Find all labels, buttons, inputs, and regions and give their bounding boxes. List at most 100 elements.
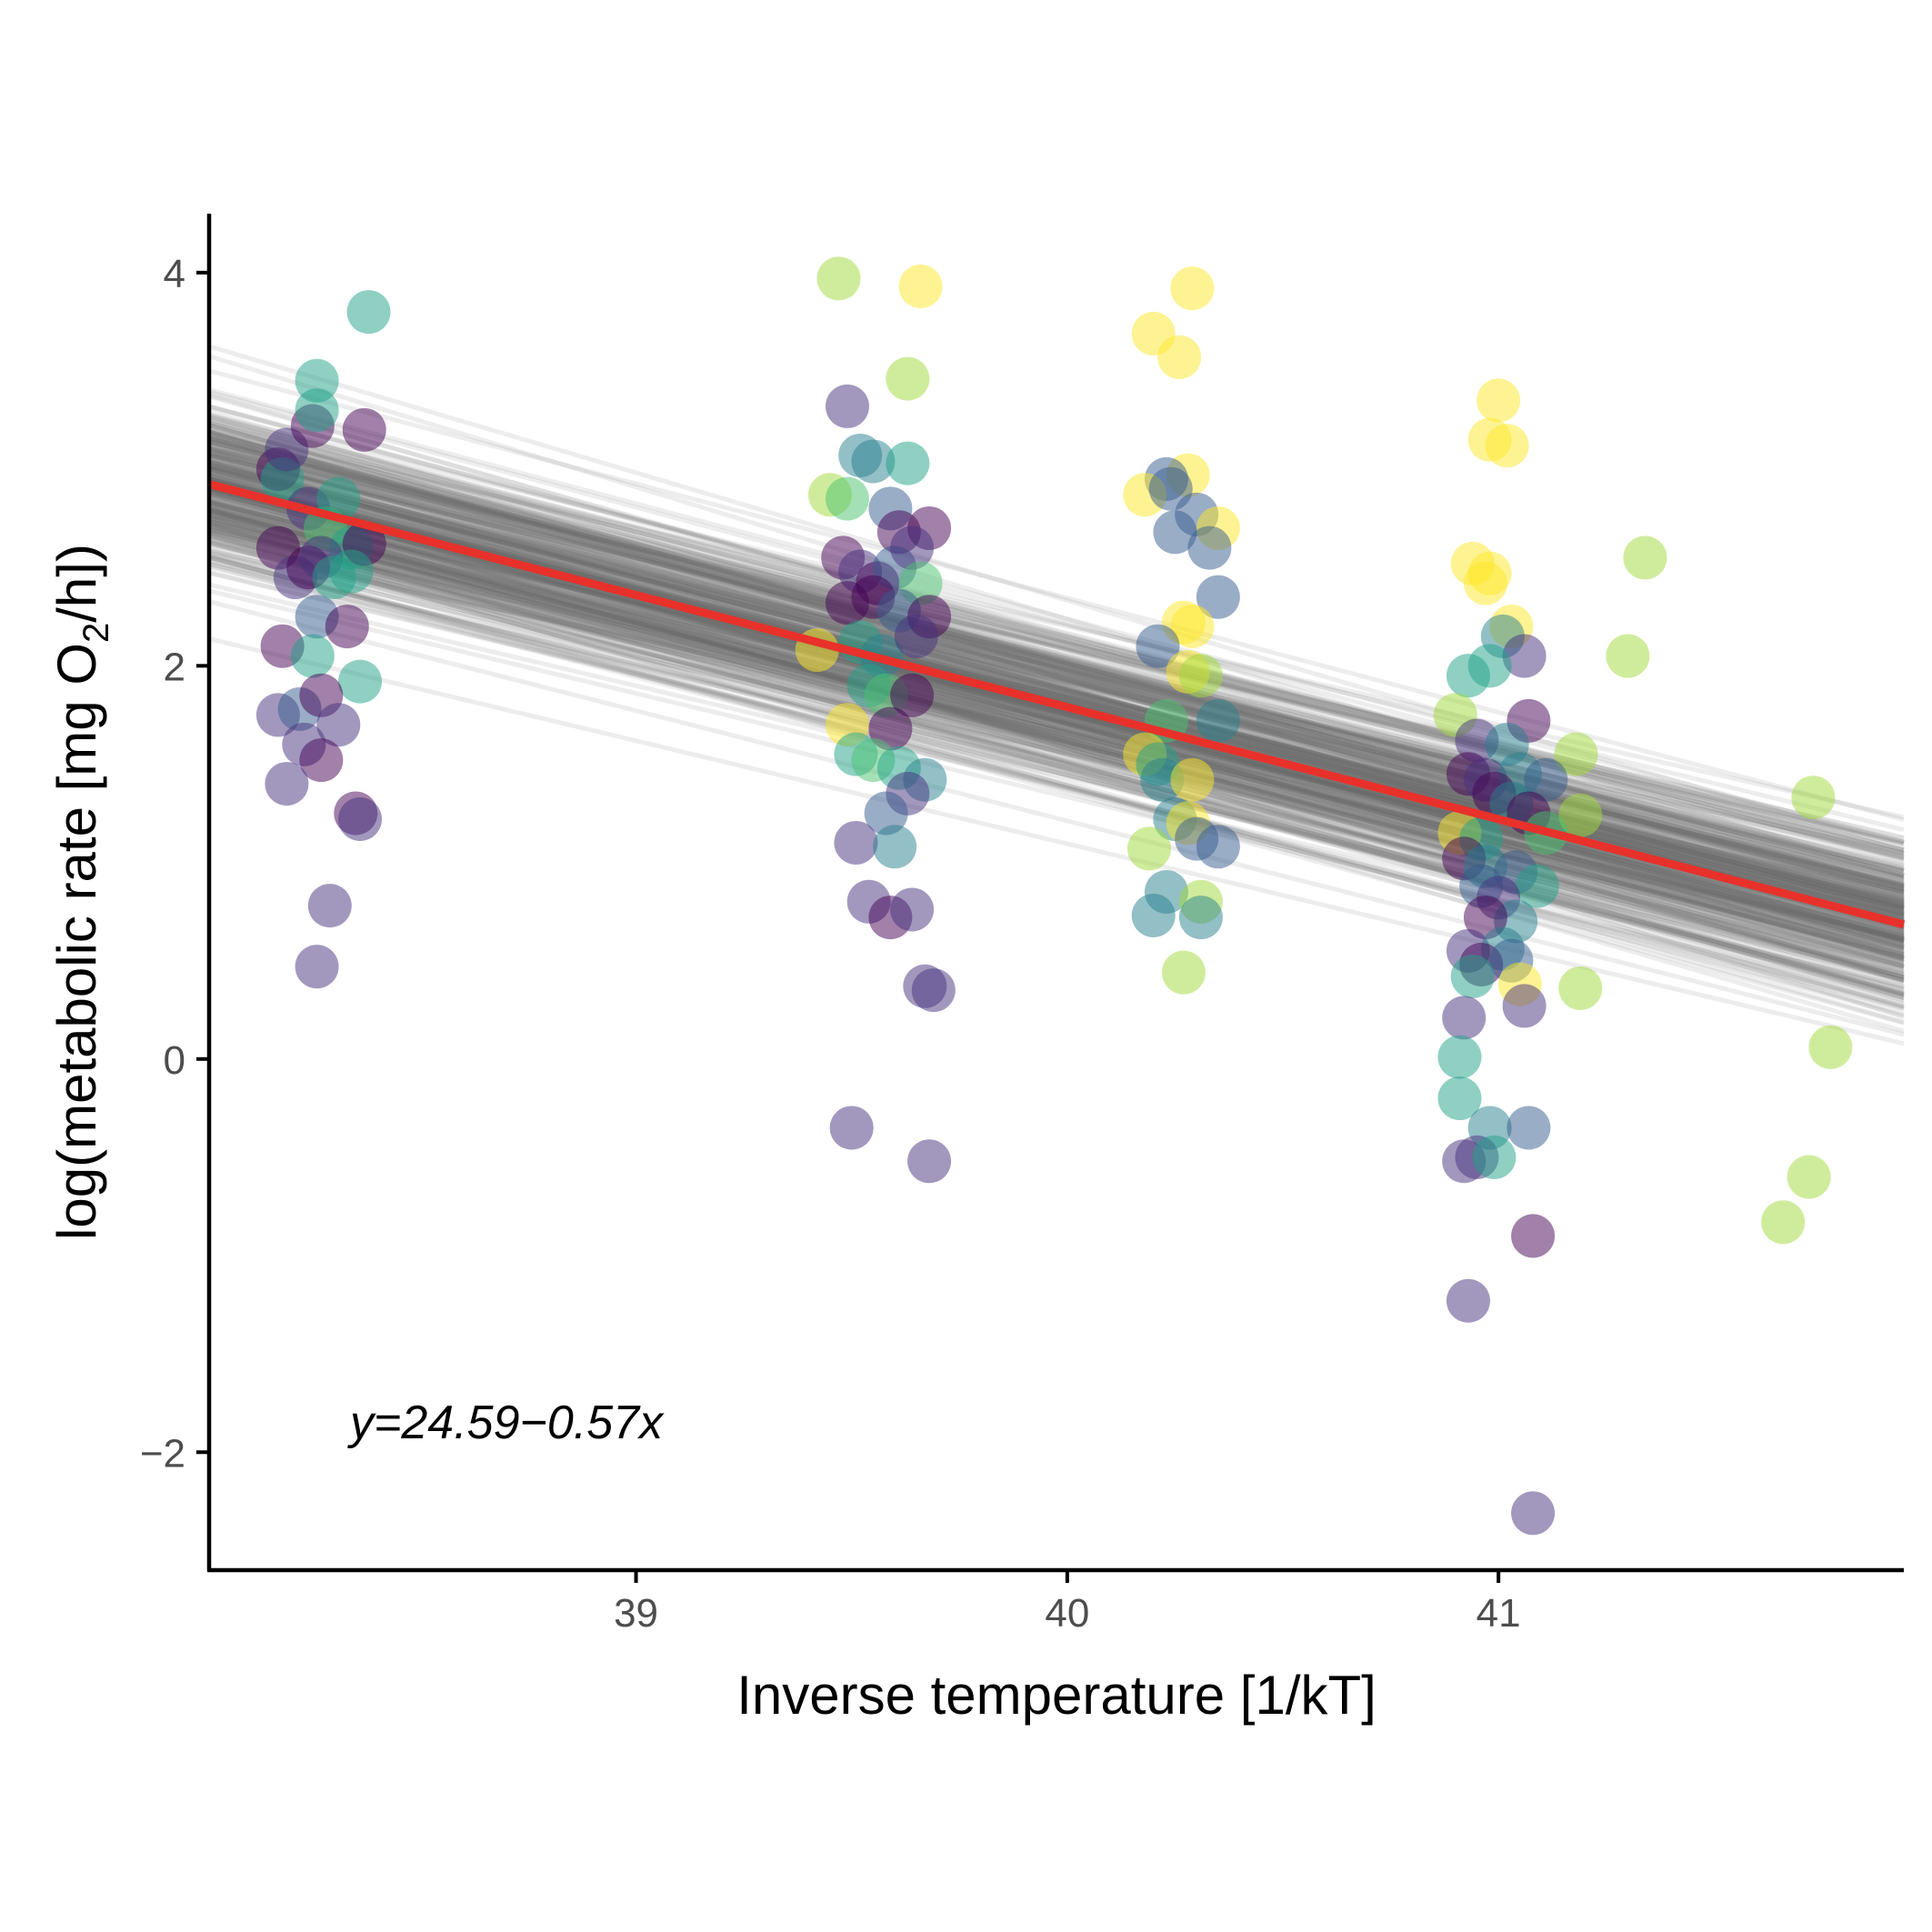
data-point <box>1437 1035 1482 1079</box>
posterior-line <box>208 482 1905 962</box>
data-point <box>1524 757 1568 802</box>
posterior-line <box>208 446 1905 846</box>
posterior-line <box>208 478 1905 900</box>
data-point <box>329 549 374 594</box>
posterior-line <box>208 344 1905 851</box>
posterior-line <box>208 516 1905 944</box>
posterior-line <box>208 435 1905 887</box>
data-point <box>342 407 386 452</box>
posterior-line <box>208 478 1905 856</box>
posterior-line <box>208 486 1905 936</box>
posterior-line <box>208 570 1905 976</box>
posterior-line <box>208 463 1905 909</box>
posterior-line <box>208 524 1905 946</box>
posterior-line <box>208 474 1905 916</box>
posterior-line <box>208 507 1905 967</box>
posterior-line <box>208 521 1905 961</box>
data-point <box>325 605 369 649</box>
data-point <box>1558 966 1603 1010</box>
posterior-line <box>208 488 1905 939</box>
posterior-line <box>208 550 1905 1018</box>
posterior-line <box>208 561 1905 1008</box>
posterior-line <box>208 536 1905 957</box>
posterior-line <box>208 461 1905 890</box>
posterior-lines <box>208 344 1905 1046</box>
posterior-line <box>208 533 1905 1025</box>
axes <box>206 214 1904 1573</box>
posterior-line <box>208 460 1905 939</box>
posterior-line <box>208 435 1905 855</box>
posterior-line <box>208 508 1905 996</box>
data-point <box>898 265 943 309</box>
data-point <box>290 634 335 678</box>
posterior-line <box>208 404 1905 859</box>
posterior-line <box>208 523 1905 974</box>
posterior-line <box>208 434 1905 883</box>
posterior-line <box>208 434 1905 890</box>
posterior-line <box>208 531 1905 1001</box>
posterior-line <box>208 427 1905 927</box>
data-point <box>1126 826 1171 871</box>
data-point <box>890 526 935 570</box>
posterior-line <box>208 480 1905 904</box>
posterior-line <box>208 453 1905 944</box>
posterior-line <box>208 415 1905 853</box>
posterior-line <box>208 499 1905 979</box>
posterior-line <box>208 549 1905 894</box>
posterior-line <box>208 487 1905 934</box>
posterior-line <box>208 519 1905 948</box>
posterior-line <box>208 475 1905 920</box>
posterior-line <box>208 509 1905 945</box>
posterior-line <box>208 555 1905 1016</box>
posterior-line <box>208 533 1905 993</box>
posterior-line <box>208 439 1905 906</box>
posterior-line <box>208 417 1905 889</box>
posterior-line <box>208 428 1905 886</box>
data-point <box>1791 776 1836 820</box>
posterior-line <box>208 540 1905 996</box>
posterior-line <box>208 443 1905 840</box>
posterior-line <box>208 453 1905 980</box>
posterior-line <box>208 485 1905 960</box>
posterior-line <box>208 500 1905 983</box>
equation-annotation: y=24.59−0.57x <box>347 1396 665 1449</box>
posterior-line <box>208 445 1905 885</box>
posterior-line <box>208 439 1905 841</box>
data-point <box>295 945 339 989</box>
posterior-line <box>208 534 1905 954</box>
data-point <box>1187 526 1232 570</box>
posterior-line <box>208 459 1905 926</box>
data-point <box>1178 654 1223 698</box>
data-point <box>1446 1278 1490 1323</box>
posterior-line <box>208 549 1905 969</box>
posterior-line <box>208 470 1905 951</box>
posterior-line <box>208 527 1905 941</box>
posterior-line <box>208 455 1905 904</box>
x-tick-label: 39 <box>614 1591 658 1636</box>
posterior-line <box>208 467 1905 874</box>
posterior-line <box>208 501 1905 976</box>
regression-line <box>207 480 1906 929</box>
posterior-line <box>208 429 1905 896</box>
posterior-line <box>208 509 1905 980</box>
posterior-line <box>208 486 1905 968</box>
posterior-line <box>208 523 1905 904</box>
posterior-line <box>208 541 1905 995</box>
posterior-line <box>208 461 1905 874</box>
posterior-line <box>208 507 1905 961</box>
posterior-line <box>208 563 1905 1011</box>
posterior-line <box>208 470 1905 892</box>
data-point <box>316 476 361 521</box>
posterior-line <box>208 558 1905 1006</box>
posterior-line <box>208 470 1905 917</box>
posterior-line <box>208 530 1905 952</box>
posterior-line <box>208 508 1905 938</box>
y-axis-title: log(metabolic rate [mg O2/h]) <box>46 544 116 1240</box>
posterior-line <box>208 503 1905 980</box>
posterior-line <box>208 435 1905 877</box>
data-point <box>1450 954 1495 998</box>
y-tick-label: 2 <box>164 645 185 689</box>
data-point <box>1761 1200 1806 1245</box>
posterior-line <box>208 429 1905 916</box>
posterior-line <box>208 354 1905 878</box>
